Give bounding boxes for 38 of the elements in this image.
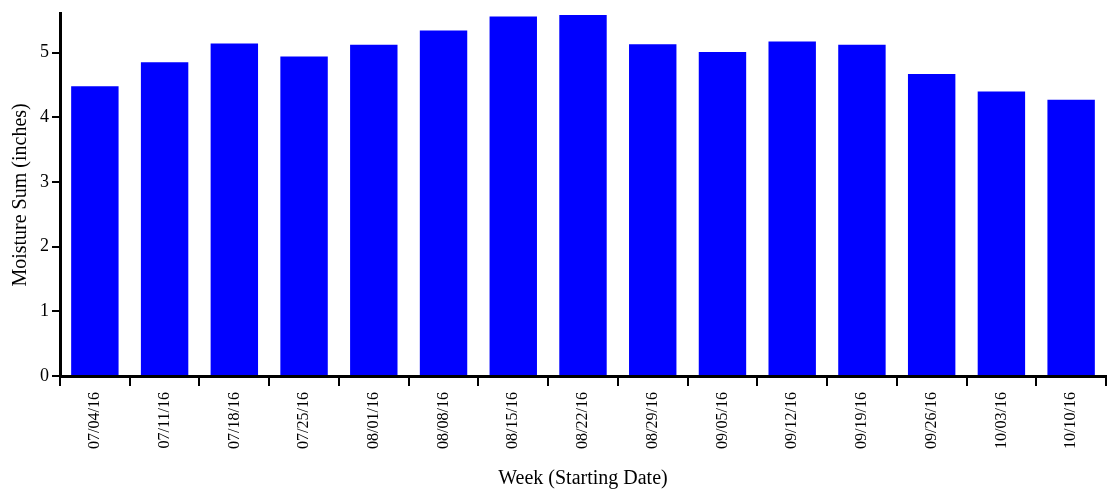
- x-tick-label: 08/01/16: [364, 392, 381, 449]
- x-tick-label: 09/05/16: [712, 392, 730, 449]
- bar: [838, 44, 886, 376]
- x-axis-title: Week (Starting Date): [498, 466, 668, 490]
- y-tick-label: 4: [40, 106, 49, 127]
- y-tick-label: 0: [40, 364, 49, 385]
- x-tick-label: 08/08/16: [433, 392, 451, 449]
- bar: [280, 56, 328, 376]
- x-tick-label: 07/25/16: [294, 392, 312, 449]
- x-tick-label: 09/12/16: [782, 392, 800, 449]
- y-tick-label: 2: [40, 235, 49, 256]
- bar: [140, 62, 189, 376]
- bar: [350, 44, 398, 376]
- bar: [1047, 99, 1095, 376]
- x-tick-label: 10/03/16: [991, 392, 1009, 449]
- x-tick-label: 07/11/16: [154, 392, 172, 449]
- x-tick-label: 09/19/16: [852, 392, 870, 449]
- y-axis-title: Moisture Sum (inches): [8, 103, 32, 287]
- bar: [977, 91, 1026, 376]
- x-tick-label: 07/04/16: [85, 392, 103, 449]
- x-tick-label: 08/15/16: [503, 392, 521, 449]
- y-tick-label: 5: [40, 41, 49, 62]
- bar: [629, 44, 677, 376]
- x-tick-label: 10/10/16: [1061, 392, 1079, 449]
- bar: [907, 73, 956, 376]
- x-tick-label: 08/22/16: [573, 392, 591, 449]
- bar: [489, 16, 537, 376]
- x-tick-label: 07/18/16: [224, 392, 242, 449]
- bar: [698, 51, 747, 376]
- bar: [71, 86, 119, 376]
- bar: [559, 15, 607, 376]
- x-tick-label: 09/26/16: [921, 392, 939, 449]
- y-tick-label: 3: [40, 170, 49, 191]
- y-tick-label: 1: [40, 300, 49, 321]
- bar: [419, 30, 468, 376]
- x-tick-label: 08/29/16: [642, 392, 660, 449]
- bar: [768, 41, 816, 376]
- bar: [210, 43, 259, 376]
